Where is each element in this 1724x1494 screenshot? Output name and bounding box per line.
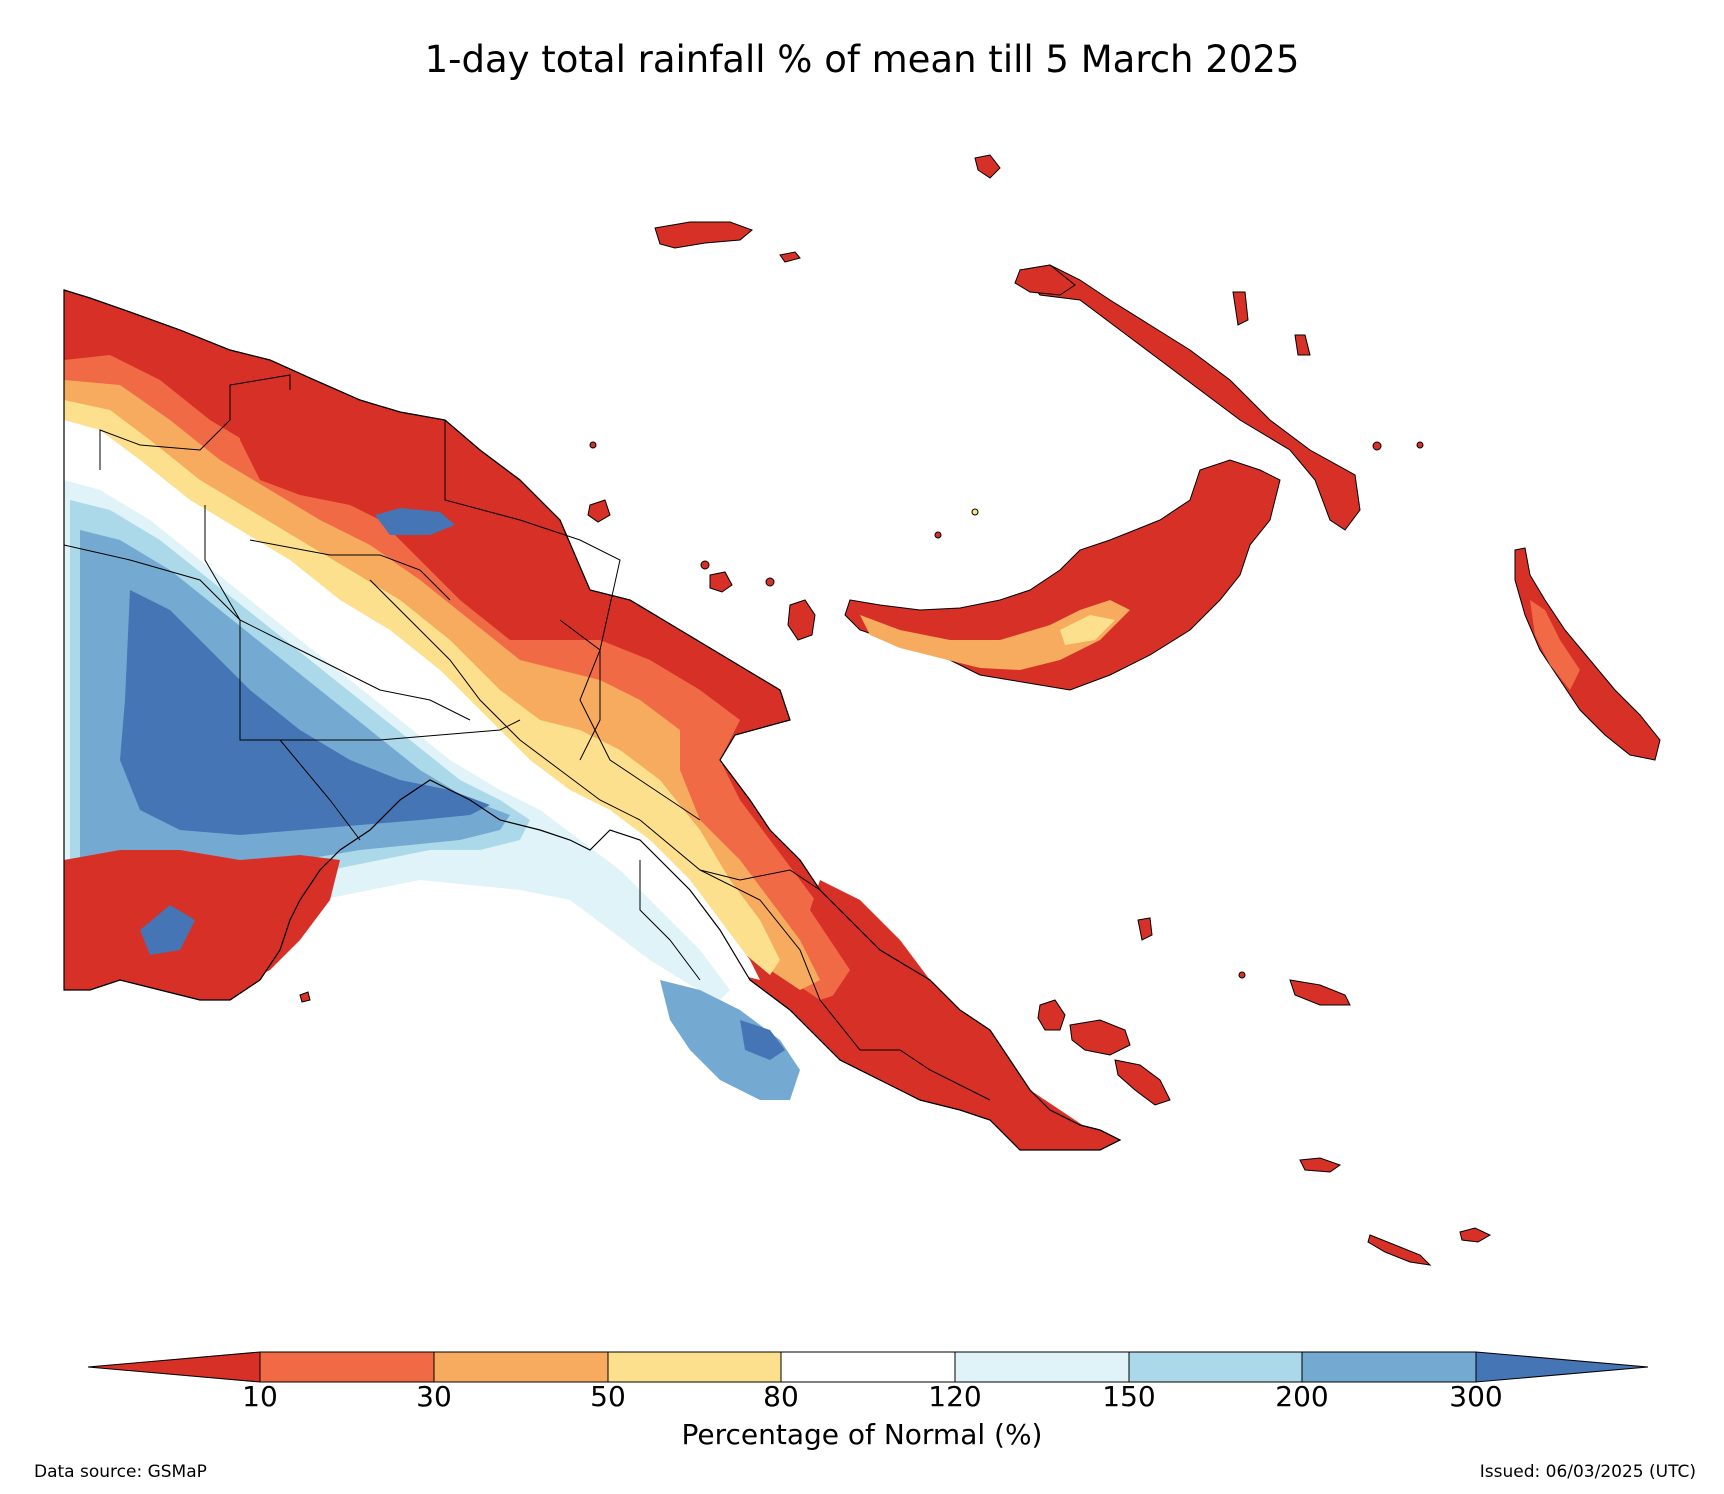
sudest <box>1367 1234 1432 1266</box>
colorbar-bin-2 <box>433 1351 609 1383</box>
fergusson <box>1069 1019 1131 1056</box>
issued-date-note: Issued: 06/03/2025 (UTC) <box>1479 1462 1696 1482</box>
mainland-outline <box>63 289 1122 1151</box>
long-island <box>709 571 733 593</box>
misima <box>1299 1157 1342 1173</box>
colorbar-tick-50: 50 <box>590 1380 626 1413</box>
colorbar-bin-3 <box>607 1351 782 1383</box>
province-boundaries <box>63 374 991 1101</box>
daru <box>299 991 311 1003</box>
colorbar-tick-200: 200 <box>1275 1380 1329 1413</box>
mainland-ne-blue-spot <box>375 508 455 535</box>
mainland-south-blue-spot <box>140 905 195 955</box>
colorbar-title: Percentage of Normal (%) <box>681 1418 1043 1451</box>
colorbar-tick-30: 30 <box>416 1380 452 1413</box>
mainland-tail-red <box>810 880 1100 1150</box>
new-britain-white <box>1060 615 1115 645</box>
mainland-south-red <box>64 850 340 990</box>
colorbar-bin-6 <box>1128 1351 1303 1383</box>
mainland-se-blue <box>660 980 800 1100</box>
mainland-blue-max <box>120 590 490 835</box>
woodlark <box>1289 979 1351 1006</box>
new-hanover <box>1014 264 1076 296</box>
colorbar-tick-150: 150 <box>1102 1380 1156 1413</box>
new-ireland <box>1019 264 1361 531</box>
colorbar-bin-1 <box>259 1351 435 1383</box>
small-isle-2 <box>1294 334 1311 356</box>
goodenough <box>1037 999 1066 1031</box>
rossel <box>1459 1227 1492 1243</box>
bougainville <box>1514 547 1661 761</box>
colorbar-bin-7 <box>1301 1351 1477 1383</box>
map-title: 1-day total rainfall % of mean till 5 Ma… <box>424 38 1300 81</box>
new-britain <box>844 459 1281 691</box>
mainland-ne-red <box>240 380 590 600</box>
manus-island <box>654 221 753 249</box>
small-isle-1 <box>1232 291 1249 326</box>
colorbar-bin-5 <box>954 1351 1130 1383</box>
karkar <box>587 499 611 523</box>
colorbar-tick-10: 10 <box>242 1380 278 1413</box>
mussau <box>974 154 1001 179</box>
new-britain-orange <box>860 600 1130 670</box>
colorbar-tick-80: 80 <box>763 1380 799 1413</box>
colorbar <box>87 1351 1649 1383</box>
islands <box>299 154 1661 1266</box>
mainland <box>63 289 1122 1151</box>
umboi <box>787 599 816 641</box>
colorbar-low-extension <box>87 1351 261 1383</box>
trobriand <box>1137 917 1153 941</box>
manus-east <box>779 251 801 263</box>
colorbar-bin-4 <box>780 1351 956 1383</box>
bougainville-orange <box>1530 600 1580 690</box>
colorbar-tick-300: 300 <box>1449 1380 1503 1413</box>
mainland-se-blue-max <box>740 1020 785 1060</box>
normanby <box>1114 1059 1171 1106</box>
colorbar-tick-120: 120 <box>928 1380 982 1413</box>
data-source-note: Data source: GSMaP <box>34 1462 207 1482</box>
colorbar-high-extension <box>1475 1351 1649 1383</box>
